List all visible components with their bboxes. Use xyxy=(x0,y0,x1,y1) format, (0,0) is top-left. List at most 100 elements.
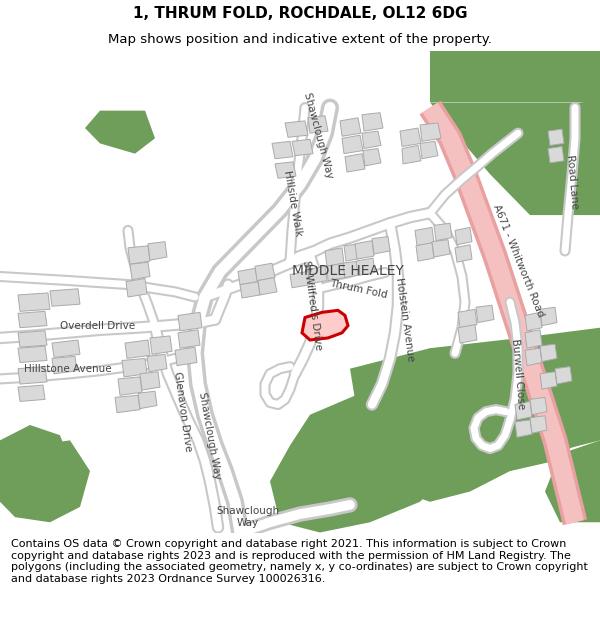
Polygon shape xyxy=(18,385,45,401)
Polygon shape xyxy=(0,441,90,522)
Polygon shape xyxy=(458,309,477,328)
Polygon shape xyxy=(270,348,480,532)
Polygon shape xyxy=(416,242,434,261)
Polygon shape xyxy=(302,310,348,340)
Text: Hillside Walk: Hillside Walk xyxy=(282,169,304,236)
Polygon shape xyxy=(18,346,47,362)
Polygon shape xyxy=(356,258,375,276)
Polygon shape xyxy=(308,266,327,284)
Polygon shape xyxy=(480,369,580,471)
Text: Shawclough Way: Shawclough Way xyxy=(197,391,223,479)
Polygon shape xyxy=(345,154,365,172)
Polygon shape xyxy=(362,131,381,149)
Polygon shape xyxy=(355,241,374,259)
Polygon shape xyxy=(140,372,160,390)
Polygon shape xyxy=(125,340,150,358)
Polygon shape xyxy=(290,271,310,288)
Polygon shape xyxy=(430,102,600,215)
Polygon shape xyxy=(343,261,360,278)
Polygon shape xyxy=(52,340,80,357)
Polygon shape xyxy=(415,228,434,246)
Polygon shape xyxy=(560,98,600,164)
Polygon shape xyxy=(18,331,47,347)
Polygon shape xyxy=(122,358,147,377)
Polygon shape xyxy=(420,141,438,159)
Polygon shape xyxy=(400,128,421,146)
Text: Burwell Close: Burwell Close xyxy=(510,338,526,409)
Polygon shape xyxy=(430,51,600,102)
Polygon shape xyxy=(545,441,600,522)
Polygon shape xyxy=(272,141,293,159)
Polygon shape xyxy=(308,116,328,133)
Text: Overdell Drive: Overdell Drive xyxy=(61,321,136,331)
Polygon shape xyxy=(525,348,542,366)
Polygon shape xyxy=(525,312,542,331)
Polygon shape xyxy=(363,149,381,166)
Polygon shape xyxy=(85,111,155,154)
Text: Shawclough
Way: Shawclough Way xyxy=(217,506,280,528)
Polygon shape xyxy=(548,129,564,146)
Polygon shape xyxy=(455,245,472,262)
Polygon shape xyxy=(18,293,50,311)
Polygon shape xyxy=(18,311,47,328)
Polygon shape xyxy=(372,237,390,254)
Text: Map shows position and indicative extent of the property.: Map shows position and indicative extent… xyxy=(108,34,492,46)
Polygon shape xyxy=(255,263,275,281)
Polygon shape xyxy=(540,372,557,389)
Polygon shape xyxy=(340,118,361,136)
Polygon shape xyxy=(50,289,80,306)
Polygon shape xyxy=(455,228,472,245)
Text: Holstein Avenue: Holstein Avenue xyxy=(394,277,416,362)
Polygon shape xyxy=(432,239,450,257)
Polygon shape xyxy=(285,121,308,138)
Polygon shape xyxy=(327,263,345,281)
Polygon shape xyxy=(555,367,572,384)
Polygon shape xyxy=(115,395,140,412)
Polygon shape xyxy=(148,242,167,260)
Polygon shape xyxy=(525,330,542,348)
Polygon shape xyxy=(292,139,313,156)
Polygon shape xyxy=(540,344,557,361)
Polygon shape xyxy=(350,328,600,502)
Polygon shape xyxy=(362,112,383,131)
Polygon shape xyxy=(275,162,296,178)
Polygon shape xyxy=(515,420,532,437)
Polygon shape xyxy=(548,146,564,163)
Polygon shape xyxy=(344,244,362,261)
Polygon shape xyxy=(342,135,363,154)
Polygon shape xyxy=(238,268,258,285)
Polygon shape xyxy=(138,391,157,409)
Text: St Wilfred's Drive: St Wilfred's Drive xyxy=(301,260,323,351)
Polygon shape xyxy=(178,330,200,348)
Polygon shape xyxy=(325,248,344,266)
Polygon shape xyxy=(476,305,494,322)
Polygon shape xyxy=(126,279,147,297)
Polygon shape xyxy=(150,336,172,354)
Text: Road Lane: Road Lane xyxy=(565,155,580,210)
Polygon shape xyxy=(402,146,421,164)
Polygon shape xyxy=(258,278,277,295)
Polygon shape xyxy=(128,246,150,264)
Text: A671 - Whitworth Road: A671 - Whitworth Road xyxy=(491,203,545,319)
Text: Glenavon Drive: Glenavon Drive xyxy=(172,371,194,452)
Polygon shape xyxy=(18,367,47,384)
Polygon shape xyxy=(434,223,452,241)
Polygon shape xyxy=(0,425,70,481)
Polygon shape xyxy=(240,282,260,298)
Polygon shape xyxy=(178,312,202,331)
Text: Hillstone Avenue: Hillstone Avenue xyxy=(24,364,112,374)
Text: Shawclough Way: Shawclough Way xyxy=(302,91,334,179)
Text: Contains OS data © Crown copyright and database right 2021. This information is : Contains OS data © Crown copyright and d… xyxy=(11,539,587,584)
Text: MIDDLE HEALEY: MIDDLE HEALEY xyxy=(292,264,404,278)
Polygon shape xyxy=(147,354,167,372)
Polygon shape xyxy=(175,347,197,366)
Polygon shape xyxy=(420,123,441,141)
Text: Thrum Fold: Thrum Fold xyxy=(328,278,388,300)
Text: 1, THRUM FOLD, ROCHDALE, OL12 6DG: 1, THRUM FOLD, ROCHDALE, OL12 6DG xyxy=(133,6,467,21)
Polygon shape xyxy=(118,377,142,395)
Polygon shape xyxy=(540,308,557,326)
Polygon shape xyxy=(530,398,547,415)
Polygon shape xyxy=(530,416,547,433)
Polygon shape xyxy=(130,262,150,279)
Polygon shape xyxy=(515,401,532,420)
